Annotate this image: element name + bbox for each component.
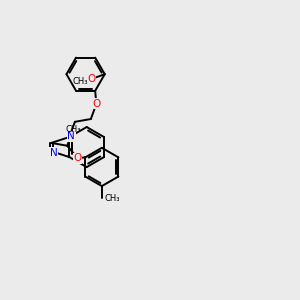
Text: CH₃: CH₃ <box>72 76 88 85</box>
Text: CH₃: CH₃ <box>105 194 120 203</box>
Text: O: O <box>74 153 82 163</box>
Text: O: O <box>88 74 96 84</box>
Text: N: N <box>50 148 58 158</box>
Text: O: O <box>92 99 101 109</box>
Text: N: N <box>67 131 75 142</box>
Text: CH₃: CH₃ <box>66 125 81 134</box>
